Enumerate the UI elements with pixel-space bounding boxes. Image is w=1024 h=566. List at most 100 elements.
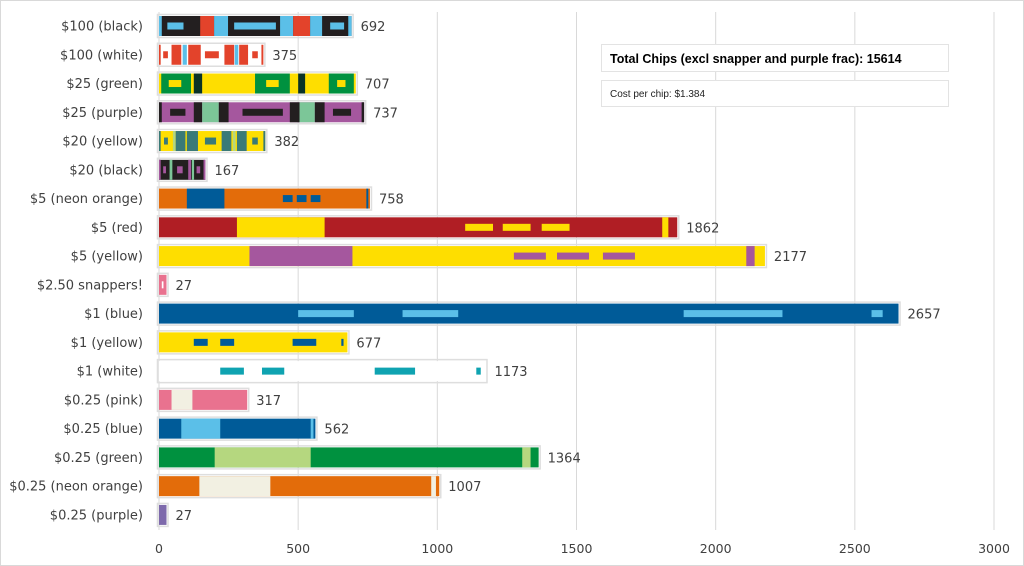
category-label: $0.25 (blue) — [63, 422, 143, 437]
bar-segment — [188, 159, 192, 180]
category-label: $100 (white) — [60, 48, 143, 63]
cost-per-chip-annotation: Cost per chip: $1.384 — [601, 80, 949, 107]
bar-chip-mark — [167, 22, 184, 30]
bar-segment — [431, 476, 436, 497]
bar-outline — [156, 243, 768, 269]
bar-outline — [156, 272, 169, 298]
bar — [159, 217, 678, 238]
bar-segment — [310, 418, 314, 439]
bar-chip-mark — [296, 195, 307, 203]
bar-chip-mark — [513, 252, 546, 260]
category-label: $0.25 (neon orange) — [9, 480, 143, 495]
data-label: 1173 — [494, 365, 527, 380]
bar-outline — [156, 416, 318, 441]
category-label: $0.25 (purple) — [50, 508, 143, 523]
total-chips-annotation: Total Chips (excl snapper and purple fra… — [601, 44, 949, 72]
bar-segment — [263, 131, 266, 152]
bar-segment — [261, 44, 264, 65]
data-label: 692 — [361, 20, 386, 35]
category-label: $1 (blue) — [84, 307, 143, 322]
category-label: $100 (black) — [61, 20, 143, 35]
bar-chip-mark — [252, 137, 258, 145]
bar-chip-mark — [220, 367, 244, 375]
bar-segment — [224, 44, 235, 65]
bar-outline — [156, 358, 488, 384]
bar-chip-mark — [234, 22, 276, 30]
bar-segment — [221, 131, 232, 152]
bar-chip-mark — [337, 80, 346, 88]
bar-segment — [746, 246, 755, 267]
bar-chip-mark — [220, 338, 235, 346]
category-label: $25 (purple) — [62, 106, 143, 121]
bar-chip-mark — [374, 367, 416, 375]
category-label: $20 (black) — [69, 163, 143, 178]
bar-segment — [202, 102, 219, 123]
category-label: $1 (white) — [77, 365, 143, 380]
data-label: 2177 — [774, 250, 807, 265]
bar-outline — [156, 502, 169, 528]
bar-outline — [156, 100, 367, 125]
bar-outline — [156, 13, 354, 39]
bar-segment — [348, 16, 352, 36]
bar-segment — [522, 447, 531, 468]
bar — [159, 361, 486, 382]
bar-segment — [234, 44, 239, 65]
bar-chip-mark — [164, 137, 168, 145]
bar-segment — [214, 447, 311, 468]
bar-chip-mark — [557, 252, 590, 260]
bar-segment — [299, 102, 315, 123]
bar-chip-mark — [252, 51, 258, 59]
x-tick-label: 500 — [286, 541, 310, 556]
data-label: 677 — [356, 336, 381, 351]
data-label: 27 — [176, 279, 193, 294]
bar-segment — [169, 159, 173, 180]
bar-segment — [171, 389, 193, 410]
bar-chip-mark — [261, 367, 285, 375]
bar-segment — [314, 102, 325, 123]
bar-chip-mark — [242, 108, 283, 116]
bar-outline — [156, 128, 268, 154]
bar-chip-mark — [298, 310, 354, 318]
data-label: 382 — [274, 135, 299, 150]
bar-segment — [188, 44, 201, 65]
bar-chip-mark — [163, 166, 166, 174]
bar-outline — [156, 301, 901, 326]
bar-chip-mark — [332, 108, 352, 116]
bar-segment — [361, 102, 365, 123]
x-tick-label: 2500 — [839, 541, 871, 556]
bar-outline — [156, 387, 250, 413]
bar-segment — [159, 44, 161, 65]
bar-segment — [249, 246, 353, 267]
bar-chip-mark — [402, 310, 459, 318]
data-label: 167 — [214, 164, 239, 179]
bar-segment — [214, 16, 229, 36]
bar-chip-mark — [204, 51, 219, 59]
bar-chip-mark — [196, 166, 201, 174]
bar-segment — [218, 102, 229, 123]
bar-chip-mark — [502, 223, 531, 231]
bar-segment — [662, 217, 669, 238]
bar-chip-mark — [266, 80, 279, 88]
category-label: $20 (yellow) — [62, 135, 143, 150]
bar-chip-mark — [170, 108, 186, 116]
bar-segment — [172, 131, 176, 152]
bar-chip-mark — [282, 195, 293, 203]
data-label: 27 — [176, 509, 193, 524]
bar-segment — [236, 131, 247, 152]
bar-chip-mark — [476, 367, 481, 375]
bar-outline — [156, 330, 350, 355]
category-label: $5 (yellow) — [71, 250, 143, 265]
bar — [159, 303, 899, 324]
bar-outline — [156, 445, 541, 470]
bar-chip-mark — [310, 195, 321, 203]
bar-segment — [181, 418, 221, 439]
x-tick-label: 1000 — [421, 541, 453, 556]
bar-segment — [310, 16, 323, 36]
bar-outline — [156, 71, 359, 96]
bar-segment — [186, 131, 198, 152]
bar-segment — [159, 159, 161, 180]
x-tick-label: 2000 — [700, 541, 732, 556]
bar-outline — [156, 186, 373, 211]
bar-segment — [298, 73, 306, 94]
bar — [159, 504, 167, 525]
